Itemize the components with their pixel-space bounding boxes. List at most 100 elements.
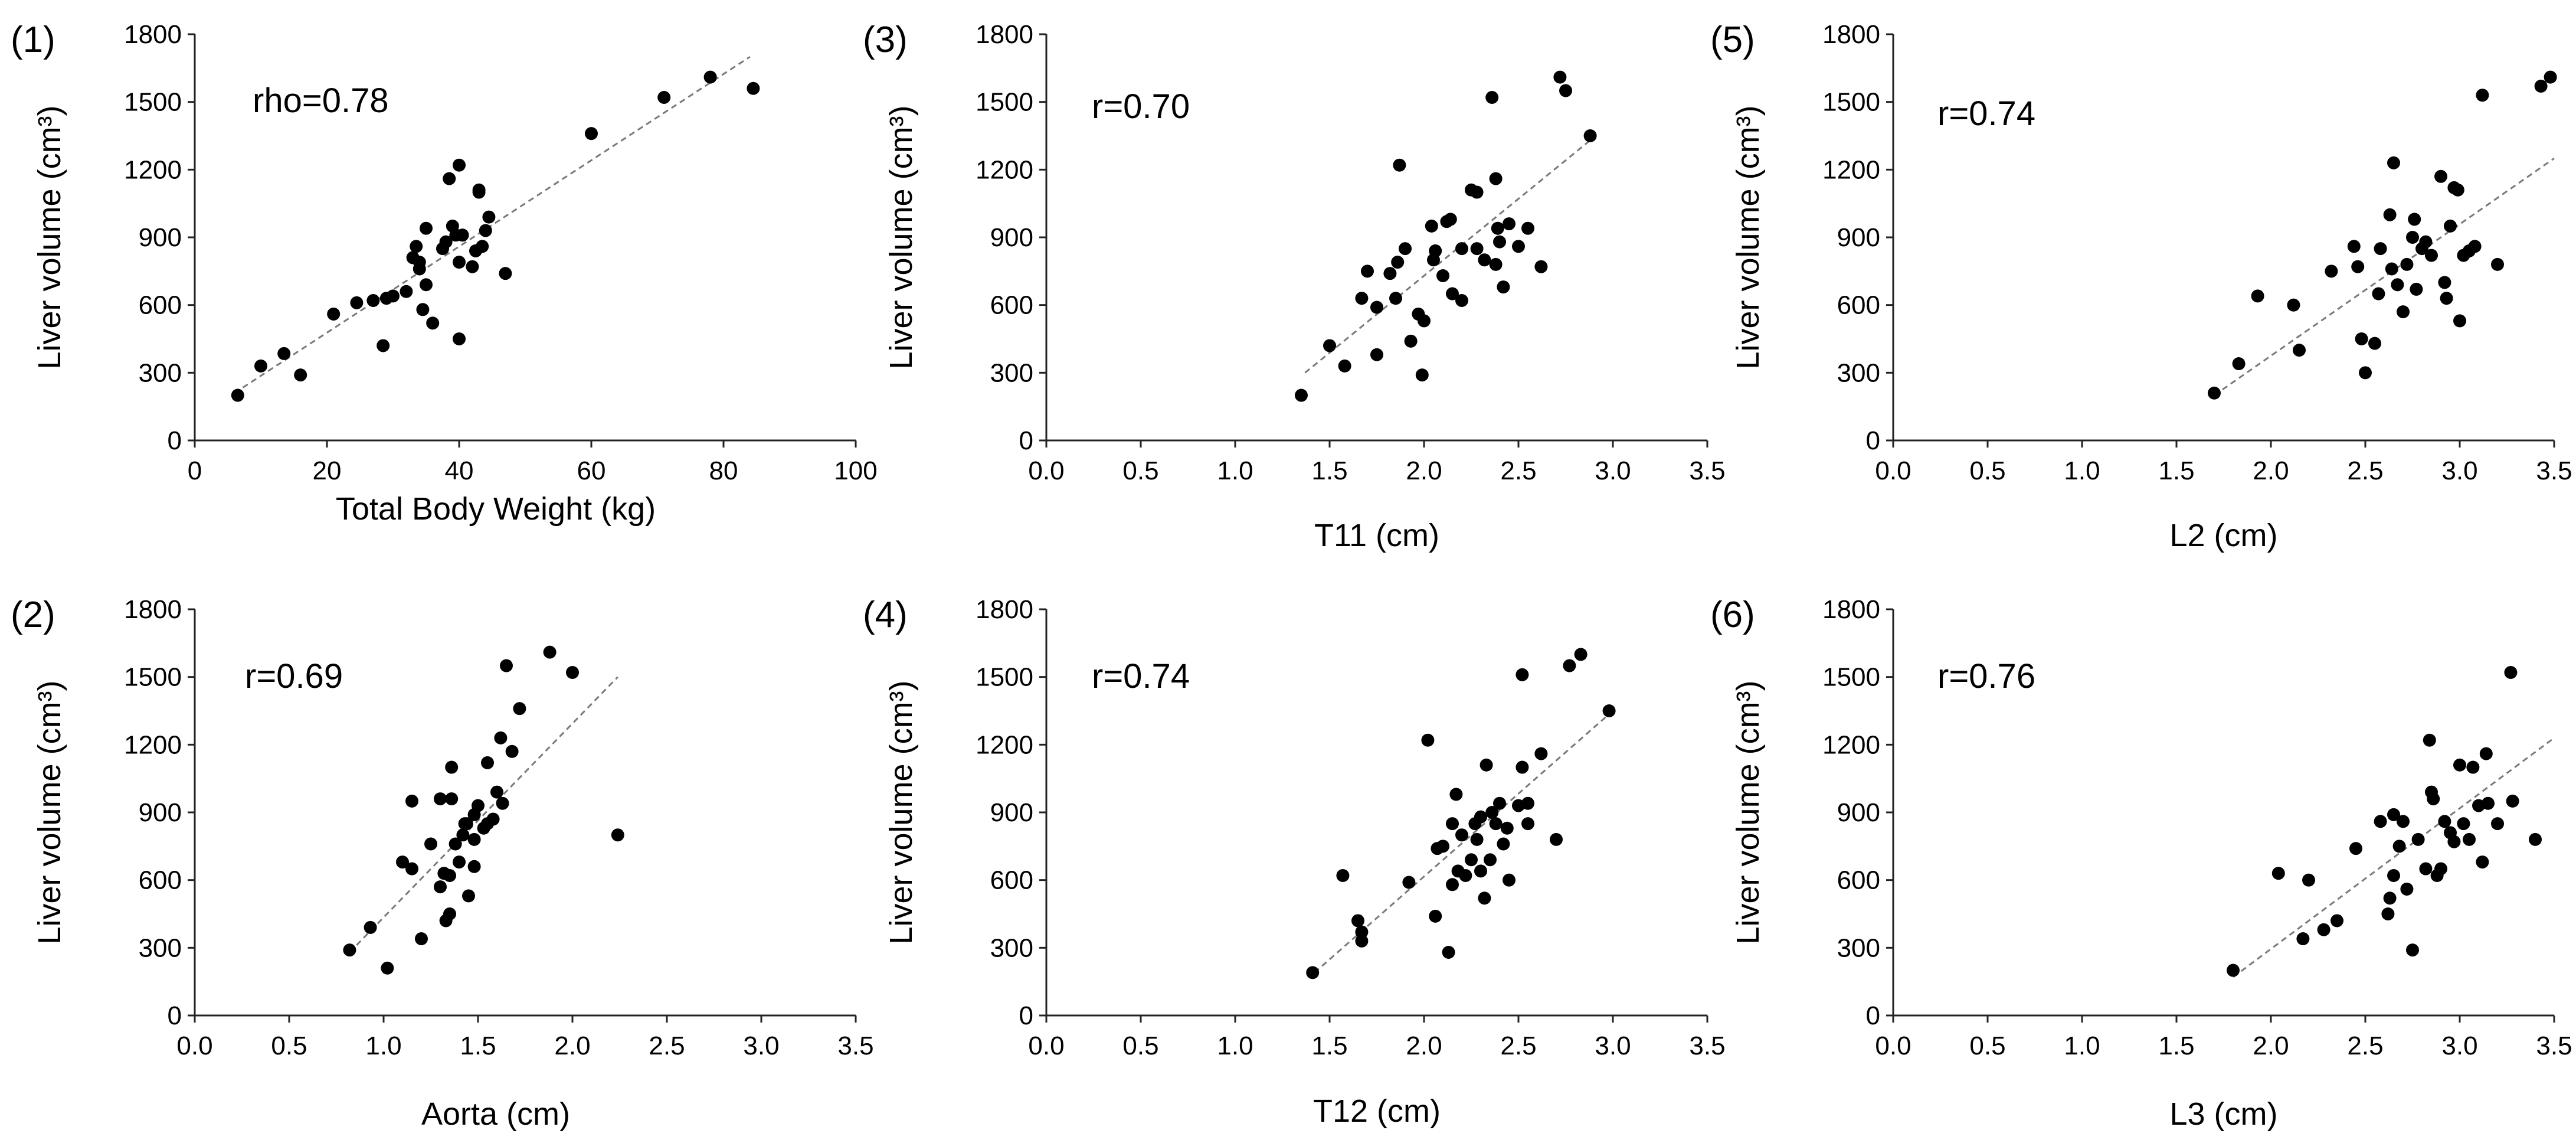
data-point xyxy=(657,91,671,104)
data-point xyxy=(2232,357,2246,371)
x-tick-label: 1.5 xyxy=(1311,1031,1347,1060)
y-tick-label: 300 xyxy=(1837,358,1880,387)
data-point xyxy=(2227,964,2240,977)
y-tick-label: 1200 xyxy=(124,730,182,759)
y-tick-label: 300 xyxy=(990,358,1033,387)
y-tick-label: 1800 xyxy=(976,595,1033,624)
y-tick-label: 900 xyxy=(139,223,182,252)
x-tick-label: 2.0 xyxy=(554,1031,590,1060)
y-tick-label: 1200 xyxy=(1822,730,1880,759)
data-point xyxy=(2479,747,2493,760)
correlation-annotation: r=0.74 xyxy=(1937,94,2035,133)
data-point xyxy=(1503,873,1516,887)
data-point xyxy=(1465,853,1478,867)
data-point xyxy=(2387,869,2400,883)
x-tick-label: 1.5 xyxy=(1311,456,1347,485)
x-tick-label: 3.5 xyxy=(2536,456,2572,485)
data-point xyxy=(1351,914,1364,928)
data-point xyxy=(413,256,426,269)
trend-line xyxy=(349,676,618,953)
data-point xyxy=(2534,79,2548,93)
data-point xyxy=(2427,792,2440,806)
data-point xyxy=(350,296,364,309)
data-point xyxy=(2374,242,2387,256)
data-point xyxy=(486,812,500,826)
data-point xyxy=(1470,185,1484,199)
data-point xyxy=(449,837,462,851)
x-tick-label: 3.5 xyxy=(837,1031,873,1060)
trend-line xyxy=(2214,157,2555,396)
panel-1: (1) rho=0.78 Total Body Weight (kg) Live… xyxy=(11,19,878,527)
y-tick-label: 900 xyxy=(990,223,1033,252)
x-tick-label: 0.0 xyxy=(1028,456,1064,485)
data-point xyxy=(1480,758,1493,772)
x-tick-label: 2.0 xyxy=(2253,456,2289,485)
data-point xyxy=(482,210,496,224)
data-point xyxy=(327,307,341,321)
y-tick-label: 0 xyxy=(1866,1001,1880,1030)
y-tick-label: 300 xyxy=(1837,933,1880,962)
data-point xyxy=(443,172,456,185)
data-point xyxy=(1429,244,1442,257)
data-point xyxy=(2397,305,2410,319)
data-point xyxy=(2330,914,2343,928)
data-point xyxy=(1493,796,1506,810)
data-point xyxy=(467,860,481,873)
data-point xyxy=(2374,815,2387,828)
data-point xyxy=(1516,760,1529,774)
data-point xyxy=(1449,788,1463,801)
data-point xyxy=(2491,817,2504,831)
trend-line xyxy=(1304,139,1591,374)
data-point xyxy=(499,267,512,280)
data-point xyxy=(2302,873,2315,887)
data-point xyxy=(2423,733,2436,747)
data-point xyxy=(1478,891,1491,905)
data-point xyxy=(1484,853,1497,867)
data-point xyxy=(1474,810,1487,824)
x-tick-label: 0.0 xyxy=(1875,456,1911,485)
data-point xyxy=(496,796,509,810)
y-tick-label: 0 xyxy=(1019,426,1033,455)
x-tick-label: 2.5 xyxy=(1500,456,1536,485)
data-point xyxy=(294,368,307,382)
data-point xyxy=(2251,289,2264,303)
x-tick-label: 2.5 xyxy=(2347,1031,2383,1060)
data-point xyxy=(2425,249,2438,262)
y-tick-label: 1800 xyxy=(124,20,182,49)
x-tick-label: 3.5 xyxy=(1689,1031,1725,1060)
x-tick-label: 0.5 xyxy=(1122,456,1158,485)
data-point xyxy=(1455,828,1468,842)
data-point xyxy=(611,828,624,842)
x-tick-label: 0.0 xyxy=(1875,1031,1911,1060)
y-axis-title: Liver volume (cm³) xyxy=(1730,680,1766,944)
y-tick-label: 0 xyxy=(168,1001,182,1030)
data-point xyxy=(1336,869,1350,883)
data-point xyxy=(703,70,717,84)
y-tick-label: 0 xyxy=(1019,1001,1033,1030)
y-axis-title: Liver volume (cm³) xyxy=(32,105,67,369)
correlation-annotation: r=0.70 xyxy=(1092,87,1190,126)
data-point xyxy=(2476,855,2489,869)
data-point xyxy=(377,339,390,352)
data-point xyxy=(400,285,413,298)
y-axis-title: Liver volume (cm³) xyxy=(883,105,919,369)
y-tick-label: 0 xyxy=(1866,426,1880,455)
data-point xyxy=(467,832,481,846)
panel-label: (3) xyxy=(863,19,908,60)
x-tick-label: 0.5 xyxy=(271,1031,307,1060)
data-point xyxy=(1489,172,1503,185)
x-tick-label: 2.0 xyxy=(1406,456,1442,485)
data-point xyxy=(2208,386,2221,400)
x-axis-title: T11 (cm) xyxy=(1314,518,1439,553)
x-tick-label: 2.5 xyxy=(1500,1031,1536,1060)
data-point xyxy=(2529,832,2542,846)
x-tick-label: 20 xyxy=(313,456,342,485)
data-point xyxy=(1563,659,1576,672)
data-point xyxy=(1553,70,1567,84)
data-point xyxy=(462,889,475,903)
y-tick-label: 1800 xyxy=(1822,595,1880,624)
x-tick-label: 0.5 xyxy=(1122,1031,1158,1060)
data-point xyxy=(1491,221,1504,235)
data-point xyxy=(343,943,356,957)
data-point xyxy=(2419,862,2433,876)
